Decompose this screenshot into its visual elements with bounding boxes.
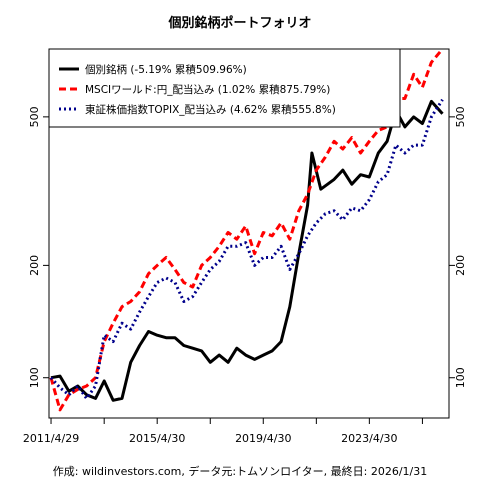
- x-tick-label-3: 2023/4/30: [341, 432, 397, 445]
- y-tick-label-right-0: 100: [454, 367, 467, 388]
- series-line-2: [49, 98, 444, 400]
- legend-label-0: 個別銘柄 (-5.19% 累積509.96%): [85, 63, 247, 76]
- chart-title: 個別銘柄ポートフォリオ: [167, 15, 311, 31]
- y-tick-label-right-1: 200: [454, 255, 467, 276]
- legend: 個別銘柄 (-5.19% 累積509.96%) MSCIワールド:円_配当込み …: [48, 48, 401, 128]
- legend-label-2: 東証株価指数TOPIX_配当込み (4.62% 累積555.8%): [85, 103, 336, 116]
- series-line-1: [49, 48, 444, 412]
- y-tick-label-right-2: 500: [454, 106, 467, 127]
- axes-layer: 2011/4/29 2015/4/30 2019/4/30 2023/4/30 100 1…: [23, 106, 467, 445]
- x-tick-label-1: 2015/4/30: [129, 432, 185, 445]
- x-tick-label-2: 2019/4/30: [235, 432, 291, 445]
- x-tick-label-0: 2011/4/29: [23, 432, 79, 445]
- y-tick-label-left-0: 100: [28, 367, 41, 388]
- series-line-0: [50, 99, 444, 402]
- series-layer: [49, 48, 444, 412]
- y-tick-label-left-2: 500: [28, 106, 41, 127]
- legend-label-1: MSCIワールド:円_配当込み (1.02% 累積875.79%): [85, 83, 330, 96]
- legend-box: [48, 48, 401, 128]
- y-tick-label-left-1: 200: [28, 255, 41, 276]
- chart-caption: 作成: wildinvestors.com, データ元:トムソンロイター, 最終…: [53, 464, 427, 478]
